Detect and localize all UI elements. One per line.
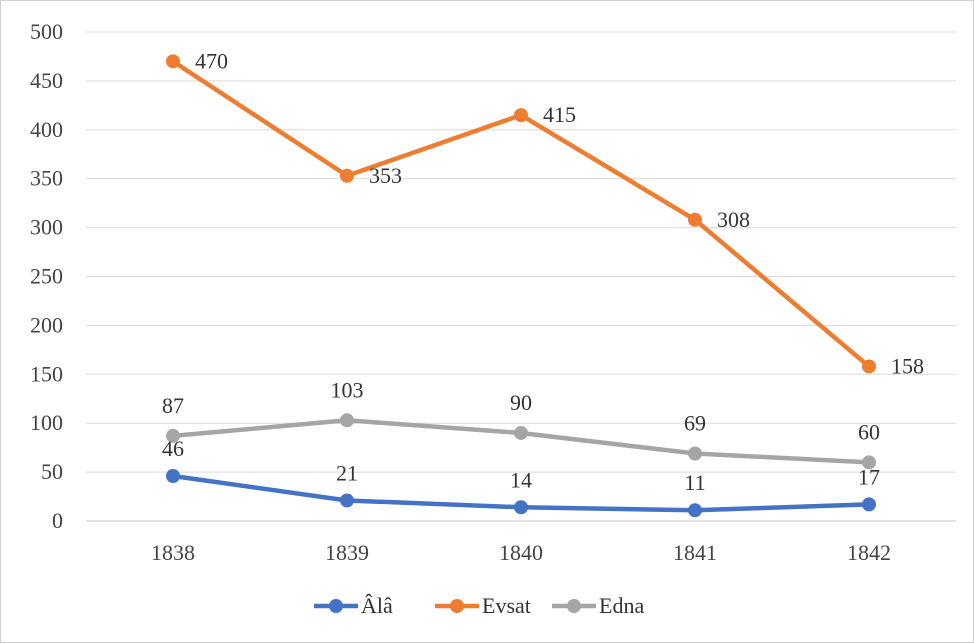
legend-marker-icon (329, 599, 343, 613)
x-tick-label: 1841 (673, 540, 717, 565)
x-axis-ticks: 1838 1839 1840 1841 1842 (151, 540, 891, 565)
legend-label: Evsat (482, 593, 531, 618)
data-label: 415 (543, 102, 576, 127)
y-tick-label: 300 (30, 215, 63, 240)
data-label: 14 (510, 467, 532, 492)
data-label: 17 (858, 464, 880, 489)
data-point (514, 425, 528, 440)
x-tick-label: 1839 (325, 540, 369, 565)
y-tick-label: 150 (30, 361, 63, 386)
gridlines (86, 31, 956, 522)
series-lines (166, 54, 876, 518)
data-label: 21 (336, 460, 358, 485)
data-point (340, 413, 354, 428)
data-label: 353 (369, 163, 402, 188)
data-label: 69 (684, 411, 706, 436)
data-point (166, 469, 180, 484)
data-point (862, 455, 876, 470)
data-label: 60 (858, 419, 880, 444)
y-tick-label: 250 (30, 264, 63, 289)
y-tick-label: 200 (30, 312, 63, 337)
data-point (166, 428, 180, 443)
data-point (688, 212, 702, 227)
data-label: 103 (331, 377, 364, 402)
x-tick-label: 1840 (499, 540, 543, 565)
data-label: 46 (162, 436, 184, 461)
legend-item: Edna (552, 593, 644, 618)
legend-item: Âlâ (314, 593, 393, 618)
legend-label: Edna (599, 593, 644, 618)
y-tick-label: 100 (30, 410, 63, 435)
data-label: 90 (510, 390, 532, 415)
y-tick-label: 50 (41, 459, 63, 484)
legend-label: Âlâ (361, 593, 393, 618)
legend-marker-icon (567, 599, 581, 613)
data-point (514, 108, 528, 123)
data-label: 308 (717, 207, 750, 232)
data-label: 11 (684, 470, 705, 495)
x-tick-label: 1838 (151, 540, 195, 565)
data-labels: 46 21 14 11 17 470 353 415 308 158 87 103 90 69 60 (162, 48, 924, 495)
data-label: 470 (195, 48, 228, 73)
data-point (862, 359, 876, 374)
y-tick-label: 400 (30, 117, 63, 142)
y-tick-label: 0 (52, 508, 63, 533)
data-point (166, 54, 180, 69)
data-label: 87 (162, 393, 184, 418)
data-point (340, 168, 354, 183)
data-point (688, 503, 702, 518)
data-point (340, 493, 354, 508)
data-point (862, 497, 876, 512)
y-axis-ticks: 0 50 100 150 200 250 300 350 400 450 500 (30, 19, 63, 533)
y-tick-label: 450 (30, 68, 63, 93)
y-tick-label: 500 (30, 19, 63, 44)
legend-item: Evsat (435, 593, 531, 618)
legend-marker-icon (450, 599, 464, 613)
legend: Âlâ Evsat Edna (314, 593, 644, 618)
data-label: 158 (891, 353, 924, 378)
x-tick-label: 1842 (847, 540, 891, 565)
data-point (514, 500, 528, 515)
y-tick-label: 350 (30, 166, 63, 191)
series-line (170, 59, 872, 369)
data-point (688, 446, 702, 461)
